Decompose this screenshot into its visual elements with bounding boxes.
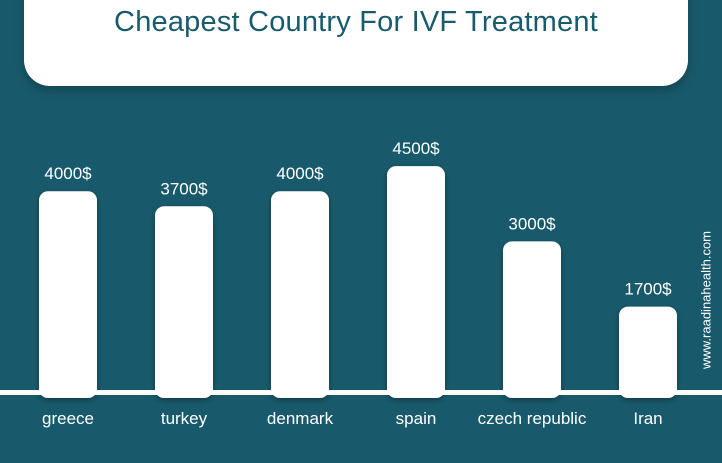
bar-denmark: [271, 191, 329, 398]
data-label: 4000$: [276, 164, 324, 183]
data-label: 3000$: [508, 214, 556, 233]
category-label: Iran: [633, 409, 662, 428]
bar-spain: [387, 166, 445, 398]
bar-turkey: [155, 206, 213, 398]
category-label: spain: [396, 409, 437, 428]
chart-baseline: [0, 390, 722, 395]
website-watermark: www.raadinahealth.com: [698, 230, 714, 370]
category-label: denmark: [267, 409, 334, 428]
bar-greece: [39, 191, 97, 398]
category-label: greece: [42, 409, 94, 428]
category-label: czech republic: [478, 409, 587, 428]
title-card: Cheapest Country For IVF Treatment: [24, 0, 688, 86]
data-label: 1700$: [624, 280, 672, 299]
bar-iran: [619, 306, 677, 398]
data-label: 3700$: [160, 179, 208, 198]
category-label: turkey: [161, 409, 208, 428]
data-label: 4500$: [392, 139, 440, 158]
bar-czech-republic: [503, 241, 561, 398]
data-label: 4000$: [44, 164, 92, 183]
chart-title: Cheapest Country For IVF Treatment: [114, 6, 598, 38]
